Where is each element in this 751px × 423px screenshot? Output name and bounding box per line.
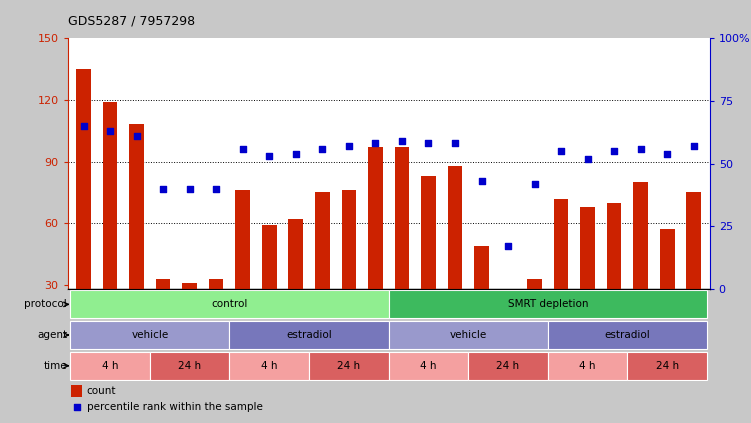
Bar — [527, 279, 542, 347]
Point — [290, 150, 302, 157]
Text: SMRT depletion: SMRT depletion — [508, 299, 588, 309]
Bar — [182, 283, 197, 347]
Bar — [235, 190, 250, 347]
Point — [264, 153, 276, 159]
Bar — [448, 166, 463, 347]
Bar — [553, 198, 569, 347]
Text: percentile rank within the sample: percentile rank within the sample — [87, 402, 263, 412]
Point — [77, 123, 89, 129]
Bar — [421, 176, 436, 347]
Point — [581, 155, 593, 162]
Point — [449, 140, 461, 147]
Text: estradiol: estradiol — [605, 330, 650, 340]
Bar — [309, 352, 389, 380]
Point — [529, 180, 541, 187]
Bar — [288, 219, 303, 347]
Bar — [474, 246, 489, 347]
Bar — [103, 102, 117, 347]
Bar — [150, 352, 230, 380]
Point — [422, 140, 434, 147]
Point — [71, 404, 83, 411]
Bar — [368, 147, 383, 347]
Bar — [389, 321, 547, 349]
Bar — [547, 321, 707, 349]
Text: estradiol: estradiol — [286, 330, 332, 340]
Point — [343, 143, 355, 149]
Bar — [155, 279, 170, 347]
Bar — [71, 290, 389, 319]
Point — [502, 243, 514, 250]
Bar — [660, 229, 674, 347]
Point — [635, 145, 647, 152]
Bar — [547, 352, 627, 380]
Bar — [71, 352, 150, 380]
Point — [688, 143, 700, 149]
Text: control: control — [211, 299, 248, 309]
Point — [210, 185, 222, 192]
Text: 4 h: 4 h — [261, 361, 277, 371]
Point — [104, 128, 116, 135]
Text: protocol: protocol — [24, 299, 67, 309]
Bar — [686, 192, 701, 347]
Bar — [71, 321, 230, 349]
Bar — [262, 225, 276, 347]
Text: agent: agent — [37, 330, 67, 340]
Bar — [501, 289, 515, 347]
Bar — [76, 69, 91, 347]
Point — [237, 145, 249, 152]
Bar — [389, 352, 468, 380]
Text: 24 h: 24 h — [656, 361, 679, 371]
Bar — [342, 190, 356, 347]
Point — [369, 140, 382, 147]
Text: GDS5287 / 7957298: GDS5287 / 7957298 — [68, 14, 195, 27]
Text: vehicle: vehicle — [450, 330, 487, 340]
Text: 24 h: 24 h — [496, 361, 520, 371]
Point — [396, 137, 408, 144]
Text: 4 h: 4 h — [102, 361, 119, 371]
Bar — [468, 352, 547, 380]
Text: 4 h: 4 h — [421, 361, 436, 371]
Point — [131, 132, 143, 139]
Text: 24 h: 24 h — [337, 361, 360, 371]
Point — [475, 178, 487, 184]
Bar — [389, 290, 707, 319]
Bar — [627, 352, 707, 380]
Bar — [129, 124, 144, 347]
Point — [157, 185, 169, 192]
Point — [184, 185, 196, 192]
Bar — [315, 192, 330, 347]
Text: count: count — [87, 386, 116, 396]
Bar — [230, 321, 389, 349]
Text: 4 h: 4 h — [579, 361, 596, 371]
Text: 24 h: 24 h — [178, 361, 201, 371]
Point — [316, 145, 328, 152]
Bar — [607, 203, 622, 347]
Point — [661, 150, 673, 157]
Bar — [71, 385, 83, 397]
Text: vehicle: vehicle — [131, 330, 168, 340]
Bar — [230, 352, 309, 380]
Bar — [633, 182, 648, 347]
Bar — [394, 147, 409, 347]
Point — [555, 148, 567, 154]
Point — [608, 148, 620, 154]
Text: time: time — [44, 361, 67, 371]
Bar — [209, 279, 224, 347]
Bar — [581, 207, 595, 347]
